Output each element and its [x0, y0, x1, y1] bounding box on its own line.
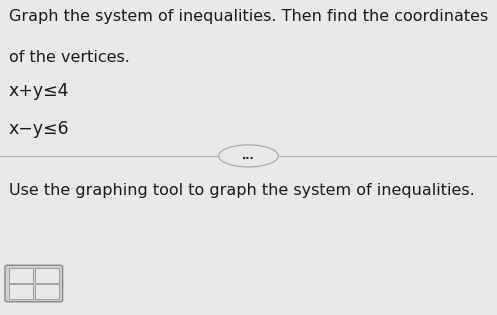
Bar: [9, 268, 33, 283]
Text: x−y≤6: x−y≤6: [9, 120, 70, 138]
Text: Use the graphing tool to graph the system of inequalities.: Use the graphing tool to graph the syste…: [9, 183, 475, 198]
FancyBboxPatch shape: [5, 265, 63, 302]
Text: x+y≤4: x+y≤4: [9, 82, 70, 100]
Bar: [9, 284, 33, 299]
Bar: [35, 268, 59, 283]
Text: of the vertices.: of the vertices.: [9, 50, 130, 66]
Ellipse shape: [219, 145, 278, 167]
Text: Graph the system of inequalities. Then find the coordinates: Graph the system of inequalities. Then f…: [9, 9, 488, 25]
Text: ...: ...: [242, 151, 255, 161]
Bar: [35, 284, 59, 299]
